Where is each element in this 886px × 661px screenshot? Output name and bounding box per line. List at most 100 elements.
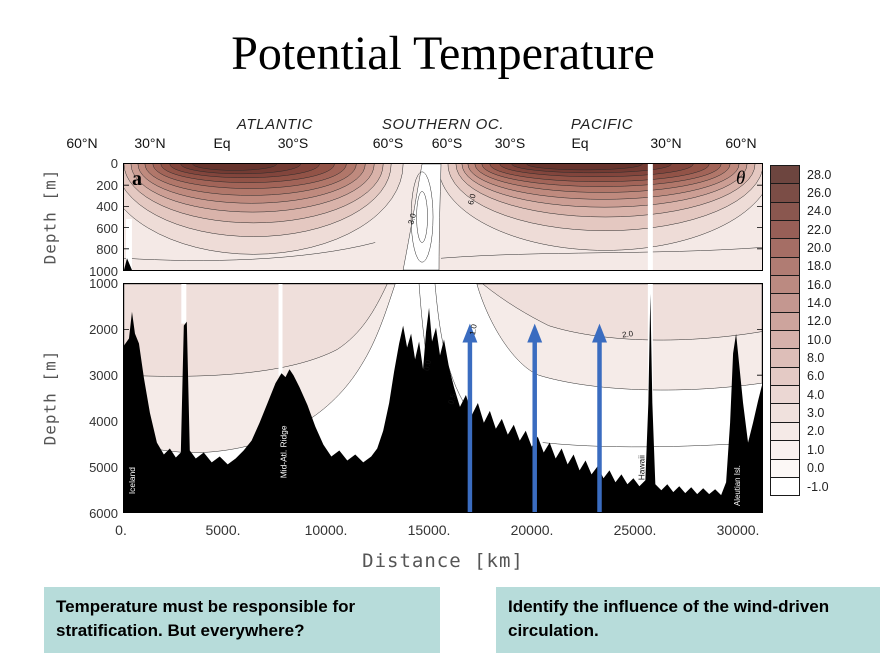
latitude-tick-label: 30°S bbox=[277, 135, 309, 151]
colorbar-row: 14.0 bbox=[770, 293, 832, 313]
colorbar-row: 6.0 bbox=[770, 366, 831, 387]
wind-driven-arrows bbox=[462, 323, 607, 512]
bathymetry-label-hawaii: Hawaii bbox=[636, 455, 646, 480]
depth-tick-label: 0 bbox=[110, 156, 118, 171]
latitude-tick-label: Eq bbox=[571, 135, 589, 151]
bathymetry-label-aleutian: Aleutian Isl. bbox=[733, 465, 742, 506]
colorbar-row: 0.0 bbox=[770, 458, 831, 478]
depth-tick-label: 5000 bbox=[89, 460, 118, 475]
depth-tick-label: 600 bbox=[96, 221, 118, 236]
colorbar-swatch bbox=[770, 275, 800, 295]
latitude-tick-label: 30°N bbox=[134, 135, 166, 151]
panel-letter: a bbox=[132, 168, 142, 190]
colorbar-row: 28.0 bbox=[770, 165, 832, 185]
colorbar-label: 14.0 bbox=[807, 296, 832, 311]
atlantic-warm-layers bbox=[124, 164, 404, 255]
colorbar-swatch bbox=[770, 458, 800, 478]
contour-label: 2.0 bbox=[621, 329, 634, 340]
colorbar-row: 10.0 bbox=[770, 330, 831, 350]
distance-tick-label: 30000. bbox=[716, 522, 760, 538]
colorbar-swatch bbox=[770, 256, 800, 277]
latitude-tick-label: 60°S bbox=[372, 135, 404, 151]
lower-contour-labels: 0.0 0.5 1.0 2.0 bbox=[422, 323, 634, 406]
colorbar-swatch bbox=[770, 293, 800, 313]
colorbar-swatch bbox=[770, 220, 800, 240]
depth-tick-label: 3000 bbox=[89, 368, 118, 383]
theta-symbol: θ bbox=[736, 168, 746, 189]
colorbar-row: 4.0 bbox=[770, 385, 831, 405]
latitude-tick-label: Eq bbox=[213, 135, 231, 151]
upwelling-arrowhead bbox=[527, 323, 543, 343]
polar-dome-contours bbox=[410, 171, 434, 263]
colorbar-row: 20.0 bbox=[770, 238, 832, 258]
depth-tick-label: 4000 bbox=[89, 414, 118, 429]
colorbar-swatch bbox=[770, 476, 800, 497]
depth-tick-label: 1000 bbox=[89, 264, 118, 279]
colorbar-label: 3.0 bbox=[807, 406, 825, 421]
colorbar-label: 0.0 bbox=[807, 461, 825, 476]
colorbar-swatch bbox=[770, 403, 800, 423]
depth-axis-title: Depth [m] bbox=[40, 349, 60, 446]
colorbar-row: 24.0 bbox=[770, 201, 831, 222]
colorbar-label: 18.0 bbox=[807, 259, 832, 274]
depth-tick-label: 2000 bbox=[89, 322, 118, 337]
lower-axis-ticks bbox=[124, 329, 762, 512]
colorbar-swatch bbox=[770, 311, 800, 332]
caption-text: Identify the influence of the wind-drive… bbox=[508, 597, 830, 640]
caption-wind-driven: Identify the influence of the wind-drive… bbox=[496, 587, 880, 653]
latitude-tick-label: 30°N bbox=[650, 135, 682, 151]
colorbar-row: 22.0 bbox=[770, 220, 832, 240]
colorbar-row: 2.0 bbox=[770, 421, 831, 442]
latitude-tick-label: 60°N bbox=[725, 135, 757, 151]
depth-tick-label: 400 bbox=[96, 199, 118, 214]
colorbar-label: 20.0 bbox=[807, 241, 832, 256]
colorbar-swatch bbox=[770, 201, 800, 222]
distance-tick-label: 5000. bbox=[205, 522, 241, 538]
distance-tick-label: 10000. bbox=[304, 522, 348, 538]
latitude-tick-label: 60°S bbox=[431, 135, 463, 151]
depth-tick-label: 200 bbox=[96, 178, 118, 193]
latitude-tick-label: 60°N bbox=[66, 135, 98, 151]
caption-stratification: Temperature must be responsible for stra… bbox=[44, 587, 440, 653]
colorbar-row: 8.0 bbox=[770, 348, 831, 368]
upwelling-arrowhead bbox=[462, 323, 478, 343]
depth-tick-label: 1000 bbox=[89, 276, 118, 291]
bathymetry-label-iceland: Iceland bbox=[127, 467, 137, 494]
distance-tick-label: 0. bbox=[115, 522, 127, 538]
colorbar-label: 28.0 bbox=[807, 167, 832, 182]
colorbar-label: 6.0 bbox=[807, 369, 825, 384]
upper-contour-labels: 3.0 6.0 bbox=[406, 192, 478, 225]
colorbar-label: 16.0 bbox=[807, 277, 832, 292]
bathymetry-feature-labels: Iceland Mid-Atl. Ridge Hawaii Aleutian I… bbox=[127, 425, 742, 506]
colorbar-swatch bbox=[770, 238, 800, 258]
depth-tick-label: 6000 bbox=[89, 506, 118, 521]
colorbar-row: 16.0 bbox=[770, 275, 832, 295]
colorbar-swatch bbox=[770, 385, 800, 405]
caption-text: Temperature must be responsible for stra… bbox=[56, 597, 356, 640]
ocean-label-southern: SOUTHERN OC. bbox=[381, 116, 505, 133]
contour-label: 0.5 bbox=[446, 392, 458, 406]
colorbar-label: 22.0 bbox=[807, 222, 832, 237]
distance-axis-title: Distance [km] bbox=[362, 550, 524, 572]
colorbar-row: 1.0 bbox=[770, 440, 831, 460]
contour-label: 0.0 bbox=[422, 359, 433, 372]
lower-section-panel: Iceland Mid-Atl. Ridge Hawaii Aleutian I… bbox=[123, 283, 763, 513]
colorbar-swatch bbox=[770, 421, 800, 442]
distance-tick-label: 25000. bbox=[613, 522, 657, 538]
contour-label: 3.0 bbox=[406, 212, 418, 225]
hawaii-no-data-gap bbox=[647, 164, 653, 270]
upper-axis-ticks bbox=[124, 184, 762, 250]
colorbar-swatch bbox=[770, 348, 800, 368]
colorbar-swatch bbox=[770, 330, 800, 350]
colorbar-label: 1.0 bbox=[807, 442, 825, 457]
colorbar-swatch bbox=[770, 183, 800, 203]
ocean-label-atlantic: ATLANTIC bbox=[236, 116, 314, 133]
colorbar-row: 18.0 bbox=[770, 256, 832, 277]
bathymetry-label-midatl: Mid-Atl. Ridge bbox=[278, 425, 288, 478]
upwelling-arrowhead bbox=[592, 323, 607, 343]
depth-tick-label: 800 bbox=[96, 242, 118, 257]
latitude-tick-label: 30°S bbox=[494, 135, 526, 151]
depth-axis-title: Depth [m] bbox=[40, 168, 60, 265]
colorbar-label: -1.0 bbox=[807, 479, 829, 494]
